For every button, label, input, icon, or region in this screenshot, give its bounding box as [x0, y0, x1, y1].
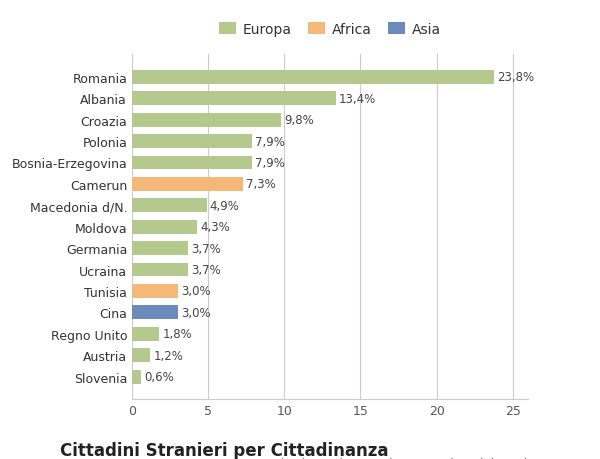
- Legend: Europa, Africa, Asia: Europa, Africa, Asia: [214, 17, 446, 42]
- Text: 3,7%: 3,7%: [191, 263, 221, 276]
- Bar: [132, 284, 178, 298]
- Text: 7,9%: 7,9%: [256, 157, 285, 170]
- Bar: [132, 327, 160, 341]
- Bar: [132, 306, 178, 319]
- Text: 0,6%: 0,6%: [144, 370, 174, 383]
- Bar: [132, 220, 197, 234]
- Bar: [132, 113, 281, 127]
- Text: 3,0%: 3,0%: [181, 285, 211, 298]
- Text: 3,7%: 3,7%: [191, 242, 221, 255]
- Text: 7,9%: 7,9%: [256, 135, 285, 148]
- Text: 23,8%: 23,8%: [497, 71, 535, 84]
- Text: 13,4%: 13,4%: [339, 93, 376, 106]
- Bar: [132, 92, 336, 106]
- Text: 1,8%: 1,8%: [163, 328, 192, 341]
- Text: COMUNE DI SANTA MARIA LA LONGA (UD) - Dati ISTAT al 1° gennaio - Elaborazione TU: COMUNE DI SANTA MARIA LA LONGA (UD) - Da…: [60, 457, 600, 459]
- Bar: [132, 199, 206, 213]
- Bar: [132, 348, 150, 362]
- Bar: [132, 178, 243, 191]
- Text: 1,2%: 1,2%: [154, 349, 183, 362]
- Text: 4,3%: 4,3%: [200, 221, 230, 234]
- Text: 9,8%: 9,8%: [284, 114, 314, 127]
- Text: 3,0%: 3,0%: [181, 306, 211, 319]
- Bar: [132, 370, 141, 384]
- Bar: [132, 71, 494, 84]
- Bar: [132, 135, 253, 149]
- Text: 7,3%: 7,3%: [246, 178, 276, 191]
- Bar: [132, 263, 188, 277]
- Bar: [132, 156, 253, 170]
- Text: 4,9%: 4,9%: [209, 199, 239, 213]
- Text: Cittadini Stranieri per Cittadinanza: Cittadini Stranieri per Cittadinanza: [60, 441, 389, 459]
- Bar: [132, 241, 188, 256]
